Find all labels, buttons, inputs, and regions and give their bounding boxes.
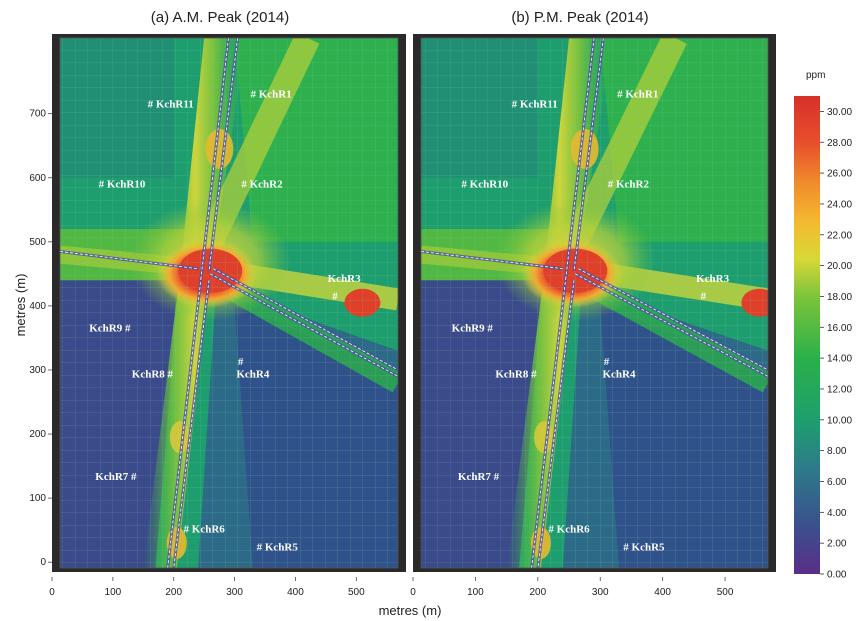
colorbar-tick-label: 26.00	[827, 169, 852, 180]
x-axis-label: metres (m)	[379, 603, 442, 618]
colorbar-tick-label: 12.00	[827, 384, 852, 395]
colorbar-tick-label: 18.00	[827, 292, 852, 303]
receptor-label: # KchR5	[623, 542, 665, 554]
y-tick-label: 100	[29, 493, 46, 504]
colorbar-tick-label: 4.00	[827, 508, 847, 519]
x-tick-label: 500	[717, 587, 734, 598]
panel-title: (a) A.M. Peak (2014)	[151, 9, 289, 26]
receptor-label: KchR8 #	[132, 369, 174, 381]
y-tick-label: 200	[29, 429, 46, 440]
road-line	[200, 38, 229, 278]
colorbar-tick-label: 16.00	[827, 323, 852, 334]
x-tick-label: 100	[105, 587, 122, 598]
x-tick-label: 500	[348, 587, 365, 598]
receptor-label: #	[604, 356, 610, 368]
y-tick-label: 300	[29, 365, 46, 376]
panel-a-title: (a) A.M. Peak (2014)	[151, 9, 289, 26]
colorbar-tick-label: 24.00	[827, 199, 852, 210]
x-tick-label: 400	[287, 587, 304, 598]
road-line	[578, 268, 768, 371]
colorbar-tick-label: 0.00	[827, 570, 847, 581]
panel-b-title: (b) P.M. Peak (2014)	[511, 9, 648, 26]
receptor-label: KchR8 #	[495, 369, 537, 381]
receptor-grid	[60, 38, 398, 568]
road-line	[213, 268, 398, 371]
y-axis-label: metres (m)	[13, 274, 28, 337]
x-tick-label: 200	[529, 587, 546, 598]
receptor-label: # KchR5	[257, 542, 299, 554]
colorbar-tick-label: 14.00	[827, 354, 852, 365]
receptor-label: KchR3	[328, 273, 362, 285]
heatmap-field	[421, 38, 768, 568]
colorbar-tick-label: 20.00	[827, 261, 852, 272]
receptor-grid	[421, 38, 768, 568]
receptor-label: #	[238, 356, 244, 368]
y-tick-label: 400	[29, 301, 46, 312]
road-line	[208, 38, 239, 271]
receptor-label: # KchR1	[250, 89, 291, 101]
colorbar-unit: ppm	[806, 70, 825, 81]
receptor-label: # KchR11	[512, 98, 558, 110]
receptor-label: KchR9 #	[89, 323, 131, 335]
road-line	[565, 38, 595, 278]
receptor-label: # KchR2	[241, 178, 283, 190]
road-line	[537, 280, 575, 568]
colorbar-tick-label: 30.00	[827, 107, 852, 118]
x-tick-label: 300	[592, 587, 609, 598]
panel-frame	[420, 37, 769, 569]
receptor-label: #	[332, 290, 338, 302]
road-line	[167, 277, 202, 568]
road-line	[60, 251, 199, 270]
road-line	[173, 280, 210, 568]
receptor-label: KchR3	[696, 273, 730, 285]
y-tick-label: 700	[29, 109, 46, 120]
heatmap-field	[60, 38, 398, 568]
colorbar-tick-label: 22.00	[827, 230, 852, 241]
colorbar-tick-label: 6.00	[827, 477, 847, 488]
x-tick-label: 100	[467, 587, 484, 598]
colorbar-tick-label: 28.00	[827, 138, 852, 149]
colorbar-tick-label: 8.00	[827, 446, 847, 457]
receptor-label: #	[700, 290, 706, 302]
road-line	[575, 273, 768, 377]
receptor-label: KchR9 #	[452, 323, 494, 335]
x-tick-label: 300	[226, 587, 243, 598]
panel-pm-peak: # KchR1# KchR11# KchR2# KchR10KchR3#KchR…	[410, 34, 776, 598]
x-tick-label: 0	[49, 587, 55, 598]
receptor-label: KchR7 #	[458, 471, 500, 483]
road-line	[210, 273, 398, 377]
colorbar-tick-label: 2.00	[827, 539, 847, 550]
receptor-label: # KchR6	[548, 524, 590, 536]
x-tick-label: 200	[165, 587, 182, 598]
road-line	[531, 277, 567, 568]
road-line	[421, 251, 563, 270]
x-tick-label: 0	[410, 587, 416, 598]
panel-frame	[59, 37, 399, 569]
receptor-label: KchR7 #	[95, 471, 137, 483]
receptor-label: # KchR10	[99, 178, 146, 190]
receptor-label: # KchR1	[617, 89, 658, 101]
panel-am-peak: # KchR1# KchR11# KchR2# KchR10KchR3#KchR…	[29, 34, 406, 598]
y-tick-label: 500	[29, 237, 46, 248]
colorbar-ramp	[794, 96, 820, 574]
panel-title: (b) P.M. Peak (2014)	[511, 9, 648, 26]
colorbar-tick-label: 10.00	[827, 415, 852, 426]
receptor-label: # KchR6	[184, 524, 226, 536]
receptor-label: # KchR2	[608, 178, 650, 190]
x-tick-label: 400	[654, 587, 671, 598]
road-line	[573, 38, 604, 271]
y-tick-label: 0	[40, 557, 46, 568]
receptor-label: KchR4	[236, 369, 270, 381]
y-tick-label: 600	[29, 173, 46, 184]
receptor-label: # KchR10	[461, 178, 508, 190]
receptor-label: # KchR11	[148, 98, 194, 110]
colorbar: ppm 30.00 28.00 26.00 24.00 22.00 20.00 18.00 1…	[794, 70, 852, 581]
receptor-label: KchR4	[602, 369, 636, 381]
